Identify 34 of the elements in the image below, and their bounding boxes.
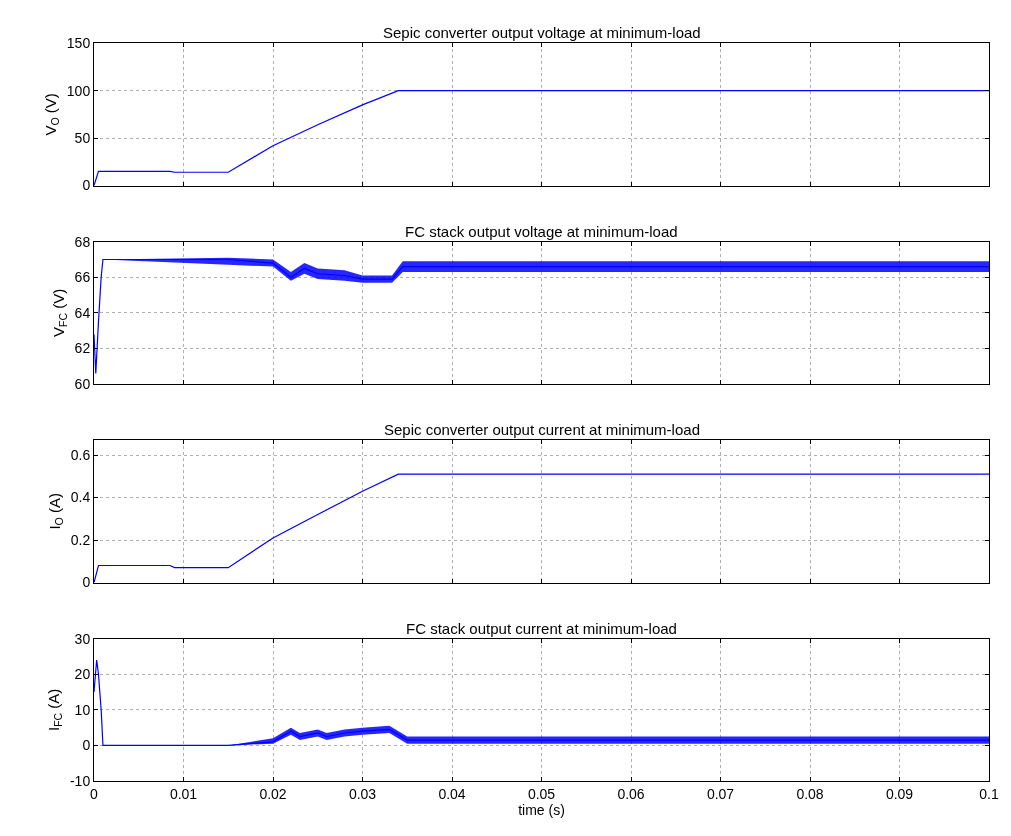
x-tick-label: 0.03 <box>348 785 377 802</box>
x-tick-label: 0.02 <box>259 785 287 802</box>
x-tick-label: 0.05 <box>527 785 556 802</box>
x-tick-label: 0.09 <box>885 785 914 802</box>
y-tick-label: 150 <box>66 35 91 52</box>
x-tick-label: 0.1 <box>979 785 999 802</box>
y-tick-label: 66 <box>74 269 91 286</box>
chart-title: FC stack output current at minimum-load <box>406 620 677 637</box>
y-tick-label: 0 <box>82 574 91 591</box>
y-tick-label: 68 <box>74 233 91 250</box>
x-axis-title: time (s) <box>518 801 565 818</box>
y-tick-label: 0.2 <box>70 531 91 548</box>
y-tick-label: 0.4 <box>70 489 91 506</box>
y-tick-label: -10 <box>69 772 91 789</box>
y-tick-label: 0.6 <box>70 446 91 463</box>
y-tick-label: 0 <box>82 737 91 754</box>
x-tick-label: 0.06 <box>617 785 645 802</box>
y-tick-label: 100 <box>66 82 91 99</box>
y-tick-label: 10 <box>74 701 91 718</box>
chart-title: Sepic converter output voltage at minimum-load <box>383 24 701 41</box>
y-tick-label: 62 <box>74 340 91 357</box>
y-tick-label: 64 <box>74 304 91 321</box>
y-tick-label: 50 <box>74 130 91 146</box>
y-tick-label: 0 <box>82 177 91 194</box>
x-tick-label: 0.08 <box>796 785 824 802</box>
chart-title: FC stack output voltage at minimum-load <box>405 223 678 240</box>
y-tick-label: 20 <box>74 666 91 683</box>
x-tick-label: 0.01 <box>169 785 198 802</box>
y-tick-label: 30 <box>74 630 91 647</box>
chart-title: Sepic converter output current at minimum-load <box>384 421 700 438</box>
line-series <box>94 473 989 583</box>
y-tick-label: 60 <box>74 375 91 392</box>
x-tick-label: 0.07 <box>706 785 735 802</box>
x-tick-label: 0.04 <box>438 785 466 802</box>
